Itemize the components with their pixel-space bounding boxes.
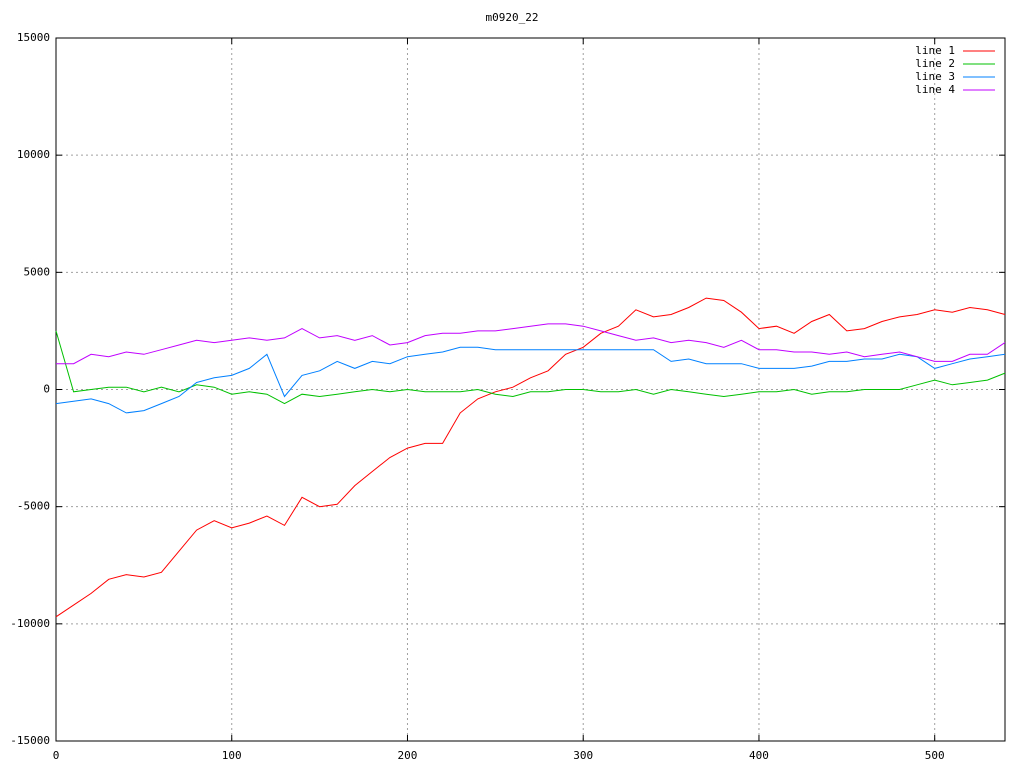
legend-label: line 4 (915, 83, 955, 96)
y-tick-label: 0 (43, 383, 50, 396)
y-tick-label: -10000 (10, 617, 50, 630)
legend-label: line 3 (915, 70, 955, 83)
series-line (56, 323, 1006, 365)
legend-label: line 1 (915, 44, 955, 57)
series-line (55, 346, 1006, 414)
x-tick-label: 300 (573, 749, 593, 762)
series-line (55, 297, 1006, 618)
series-line (55, 330, 1006, 405)
y-tick-label: 10000 (17, 148, 50, 161)
y-tick-label: -15000 (10, 734, 50, 747)
y-tick-label: 5000 (24, 265, 51, 278)
chart-title: m0920_22 (486, 11, 539, 24)
x-tick-label: 400 (749, 749, 769, 762)
x-tick-label: 500 (925, 749, 945, 762)
y-tick-label: -5000 (17, 500, 50, 513)
x-tick-label: 100 (222, 749, 242, 762)
y-tick-label: 15000 (17, 31, 50, 44)
legend-label: line 2 (915, 57, 955, 70)
x-tick-label: 200 (398, 749, 418, 762)
x-tick-label: 0 (53, 749, 60, 762)
plot-border (55, 37, 1006, 742)
